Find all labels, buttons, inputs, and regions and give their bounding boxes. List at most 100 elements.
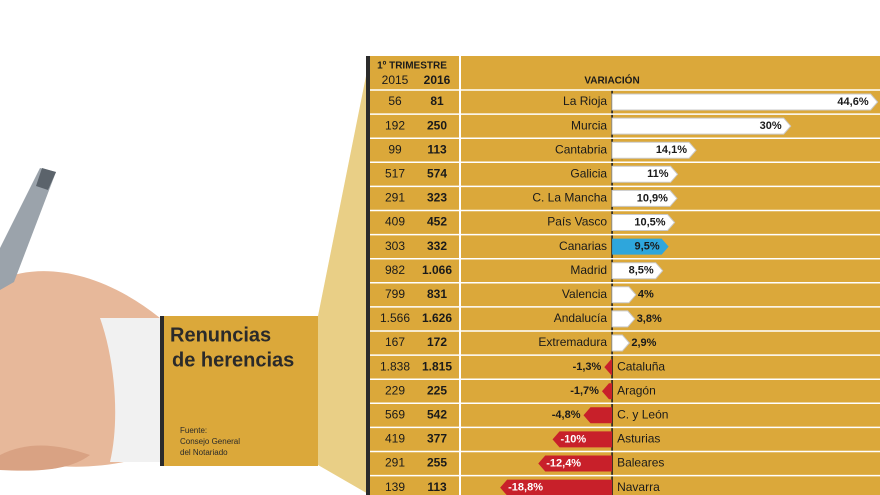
- cell: 303: [385, 239, 405, 253]
- category-label: Murcia: [571, 118, 607, 132]
- cell: 569: [385, 407, 405, 421]
- category-label: C. La Mancha: [532, 191, 607, 205]
- category-label: Galicia: [570, 166, 607, 180]
- value-label: 10,5%: [634, 216, 665, 228]
- bar: [583, 407, 613, 424]
- value-label: 2,9%: [631, 337, 656, 349]
- cell: 291: [385, 456, 405, 470]
- bar: [611, 286, 637, 304]
- period-header: 1º TRIMESTRE: [377, 61, 447, 72]
- category-label: La Rioja: [563, 94, 607, 108]
- cell: 1.838: [380, 359, 410, 373]
- category-label: Madrid: [570, 263, 607, 277]
- cell: 831: [427, 287, 447, 301]
- cell: 167: [385, 335, 405, 349]
- cell: 229: [385, 383, 405, 397]
- bar: [611, 334, 631, 352]
- column-header: 2016: [424, 73, 451, 87]
- title: Renuncias: [170, 324, 271, 346]
- cell: 255: [427, 456, 447, 470]
- column-header: 2015: [382, 73, 409, 87]
- cell: 982: [385, 263, 405, 277]
- category-label: Extremadura: [538, 335, 607, 349]
- source: del Notariado: [180, 448, 228, 457]
- funnel: [318, 56, 370, 495]
- cell: 1.566: [380, 311, 410, 325]
- sleeve: [100, 318, 160, 462]
- bar: [552, 431, 613, 448]
- bar: [611, 93, 879, 111]
- value-label: 11%: [647, 168, 669, 180]
- value-label: 8,5%: [629, 265, 654, 277]
- value-label: 30%: [760, 120, 782, 132]
- category-label: Valencia: [562, 287, 607, 301]
- cell: 377: [427, 432, 447, 446]
- title-box-edge: [160, 316, 164, 466]
- bar: [601, 383, 613, 400]
- source: Fuente:: [180, 426, 207, 435]
- title: de herencias: [172, 349, 294, 371]
- value-header: VARIACIÓN: [584, 74, 639, 87]
- category-label: Cantabria: [555, 142, 607, 156]
- value-label: -4,8%: [552, 409, 581, 421]
- bar: [611, 189, 678, 207]
- cell: 1.815: [422, 359, 452, 373]
- value-label: 9,5%: [635, 241, 660, 253]
- title-box: [160, 316, 318, 466]
- category-label: Canarias: [559, 239, 607, 253]
- cell: 1.626: [422, 311, 452, 325]
- bar: [538, 455, 613, 472]
- cell: 542: [427, 407, 447, 421]
- bar: [604, 359, 613, 376]
- bar: [611, 310, 636, 328]
- value-label: -1,3%: [573, 361, 602, 373]
- value-label: -1,7%: [570, 385, 599, 397]
- category-label: País Vasco: [547, 215, 607, 229]
- cell: 323: [427, 191, 447, 205]
- category-label: C. y León: [617, 407, 668, 421]
- value-label: 4%: [638, 289, 654, 301]
- cell: 419: [385, 432, 405, 446]
- bar: [611, 117, 792, 135]
- value-label: 10,9%: [637, 192, 668, 204]
- cell: 452: [427, 215, 447, 229]
- category-label: Baleares: [617, 456, 664, 470]
- value-label: -18,8%: [508, 482, 543, 494]
- cell: 113: [427, 480, 447, 494]
- value-label: 14,1%: [656, 144, 687, 156]
- cell: 409: [385, 215, 405, 229]
- finger: [0, 445, 90, 471]
- bar: [611, 262, 664, 280]
- bar: [611, 165, 679, 183]
- cell: 99: [388, 142, 402, 156]
- cell: 139: [385, 480, 405, 494]
- category-label: Asturias: [617, 432, 660, 446]
- bar: [611, 214, 676, 231]
- bar: [612, 238, 669, 255]
- value-label: -12,4%: [546, 457, 581, 469]
- cell: 192: [385, 118, 405, 132]
- cell: 799: [385, 287, 405, 301]
- category-label: Cataluña: [617, 359, 665, 373]
- bar: [611, 141, 697, 159]
- cell: 574: [427, 166, 447, 180]
- cell: 113: [427, 142, 447, 156]
- pen-clip: [36, 168, 56, 190]
- category-label: Andalucía: [554, 311, 608, 325]
- cell: 56: [388, 94, 402, 108]
- cell: 225: [427, 383, 447, 397]
- pen: [0, 168, 56, 290]
- value-label: 3,8%: [637, 313, 662, 325]
- cell: 81: [430, 94, 444, 108]
- cell: 1.066: [422, 263, 452, 277]
- cell: 332: [427, 239, 447, 253]
- table-edge: [366, 56, 370, 495]
- category-label: Aragón: [617, 383, 656, 397]
- source: Consejo General: [180, 437, 240, 446]
- value-label: -10%: [561, 433, 587, 445]
- cell: 172: [427, 335, 447, 349]
- bar: [500, 479, 613, 495]
- category-label: Navarra: [617, 480, 660, 494]
- cell: 517: [385, 166, 405, 180]
